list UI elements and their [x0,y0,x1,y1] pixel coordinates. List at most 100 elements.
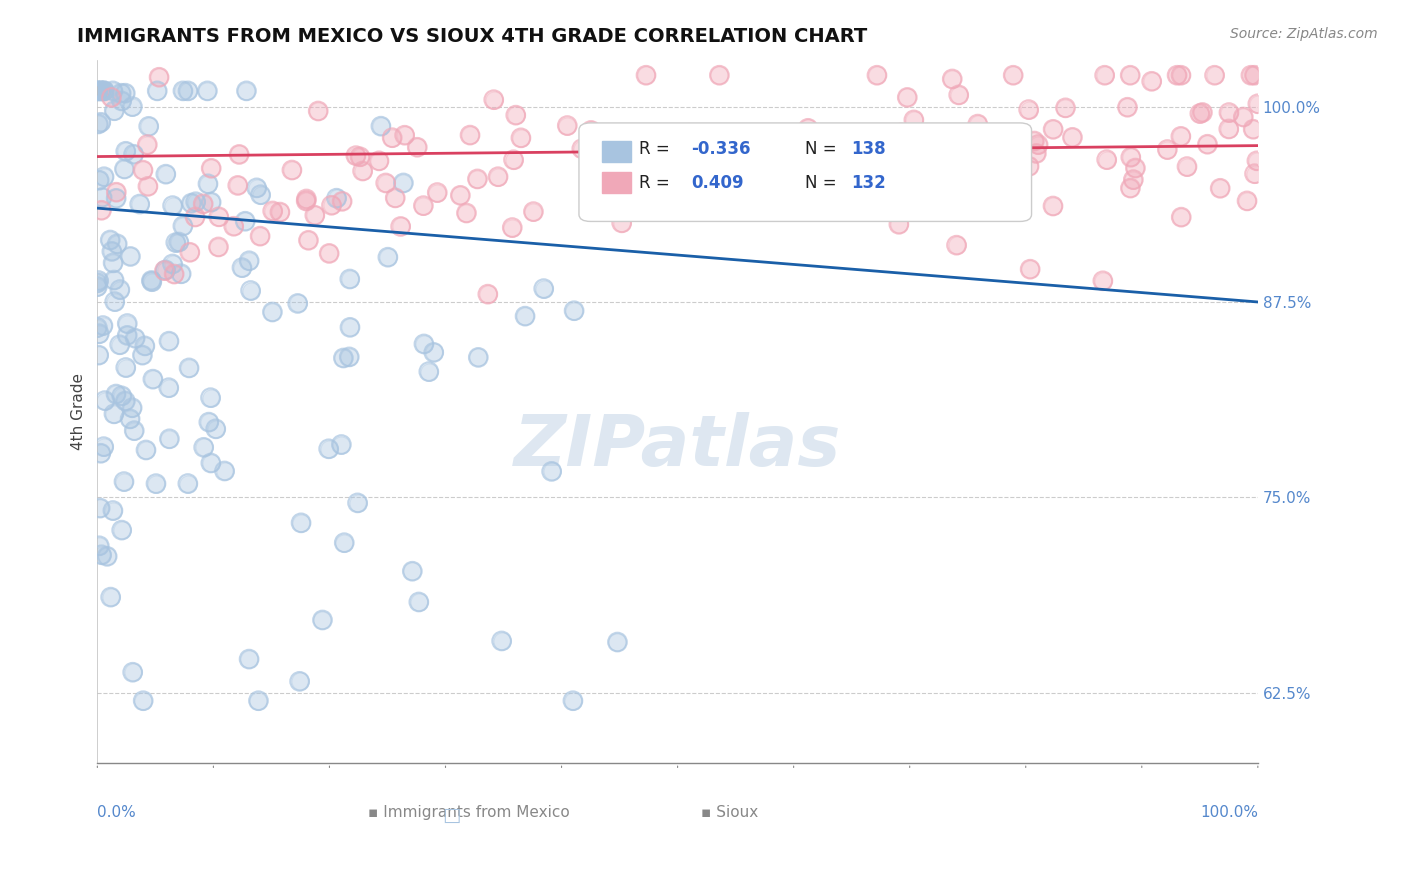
Point [1062,130,1084,145]
Point [1170,210,1192,224]
Point [1062,130,1084,145]
Point [200,161,222,176]
Point [1218,105,1240,120]
Point [898,169,921,184]
Text: ZIPatlas: ZIPatlas [515,412,841,481]
Point [945,238,967,252]
Point [1116,100,1139,114]
Point [86,84,108,98]
Point [200,391,222,405]
Point [1119,150,1142,164]
Text: □: □ [441,805,461,824]
Point [645,134,668,148]
Point [114,145,136,159]
Point [392,176,415,190]
Point [297,233,319,247]
Point [352,164,374,178]
Point [392,176,415,190]
Text: 100.0%: 100.0% [1199,805,1258,821]
Point [197,84,219,98]
Point [1019,262,1042,277]
Point [114,360,136,375]
Point [571,142,593,156]
Point [645,134,668,148]
Point [128,197,150,211]
Point [104,294,127,309]
Point [105,387,128,401]
Point [146,84,169,98]
Point [325,191,347,205]
Point [148,70,170,85]
Point [510,131,533,145]
Point [1236,194,1258,208]
Point [231,260,253,275]
Point [1002,68,1025,82]
Point [184,194,207,209]
Text: R =: R = [640,174,675,192]
Point [1218,105,1240,120]
Point [370,119,392,133]
Point [167,235,190,249]
Point [141,275,163,289]
Point [132,694,155,708]
Point [238,652,260,666]
Point [204,422,226,436]
Point [1125,161,1147,175]
Point [121,401,143,415]
Point [690,193,713,207]
Point [561,694,583,708]
Point [103,273,125,287]
Point [246,181,269,195]
Point [157,381,180,395]
Point [941,72,963,87]
Point [887,217,910,231]
Point [406,140,429,154]
Point [89,173,111,187]
Point [87,117,110,131]
Point [138,120,160,134]
Point [193,440,215,454]
Point [249,229,271,244]
Point [157,432,180,446]
Point [1140,74,1163,88]
Point [87,117,110,131]
Point [778,143,800,157]
Point [132,163,155,178]
Point [177,476,200,491]
Point [142,372,165,386]
Point [1204,68,1226,82]
Point [970,150,993,164]
Point [101,244,124,259]
Point [87,274,110,288]
Point [412,199,434,213]
Point [458,128,481,142]
Point [136,137,159,152]
Point [339,272,361,286]
Point [467,172,489,186]
Point [1119,68,1142,82]
Point [368,153,391,168]
Point [145,476,167,491]
Point [898,169,921,184]
Point [333,535,356,549]
Point [561,694,583,708]
Point [866,68,889,82]
Point [778,143,800,157]
Point [346,496,368,510]
Point [647,156,669,170]
Point [121,99,143,113]
Point [110,94,132,108]
Point [89,501,111,516]
Point [197,177,219,191]
Text: IMMIGRANTS FROM MEXICO VS SIOUX 4TH GRADE CORRELATION CHART: IMMIGRANTS FROM MEXICO VS SIOUX 4TH GRAD… [77,27,868,45]
Point [304,208,326,222]
Point [96,549,118,564]
Point [87,274,110,288]
Point [103,273,125,287]
Point [281,163,304,178]
Point [162,257,184,271]
Point [1188,106,1211,120]
Point [96,549,118,564]
Point [214,464,236,478]
Point [112,475,135,489]
